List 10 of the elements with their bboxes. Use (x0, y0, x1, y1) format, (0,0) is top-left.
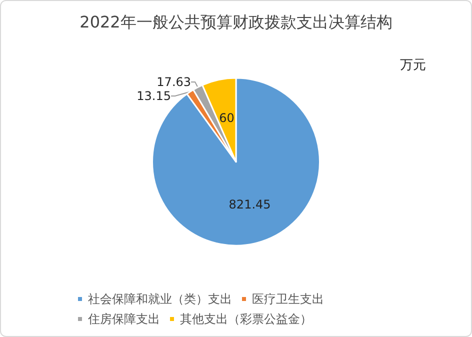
data-label: 13.15 (136, 88, 172, 103)
text: 万元 (400, 58, 426, 73)
data-label: 17.63 (156, 74, 192, 89)
legend-label: 社会保障和就业（类）支出 (88, 292, 232, 306)
legend-label: 住房保障支出 (87, 312, 160, 326)
legend-label: 其他支出（彩票公益金） (180, 312, 312, 326)
data-label: 60 (219, 110, 234, 125)
chart-title: 2022年一般公共预算财政拨款支出决算结构 (80, 12, 392, 32)
legend-label: 医疗卫生支出 (252, 292, 324, 306)
data-label: 821.45 (228, 198, 271, 212)
